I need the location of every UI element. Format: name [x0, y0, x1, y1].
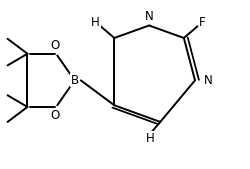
Text: O: O — [50, 39, 59, 52]
Text: H: H — [145, 132, 154, 145]
Text: O: O — [50, 109, 59, 122]
Text: H: H — [91, 16, 100, 29]
Text: B: B — [70, 74, 78, 87]
Text: F: F — [198, 16, 205, 29]
Text: N: N — [144, 10, 153, 23]
Text: N: N — [204, 74, 212, 87]
